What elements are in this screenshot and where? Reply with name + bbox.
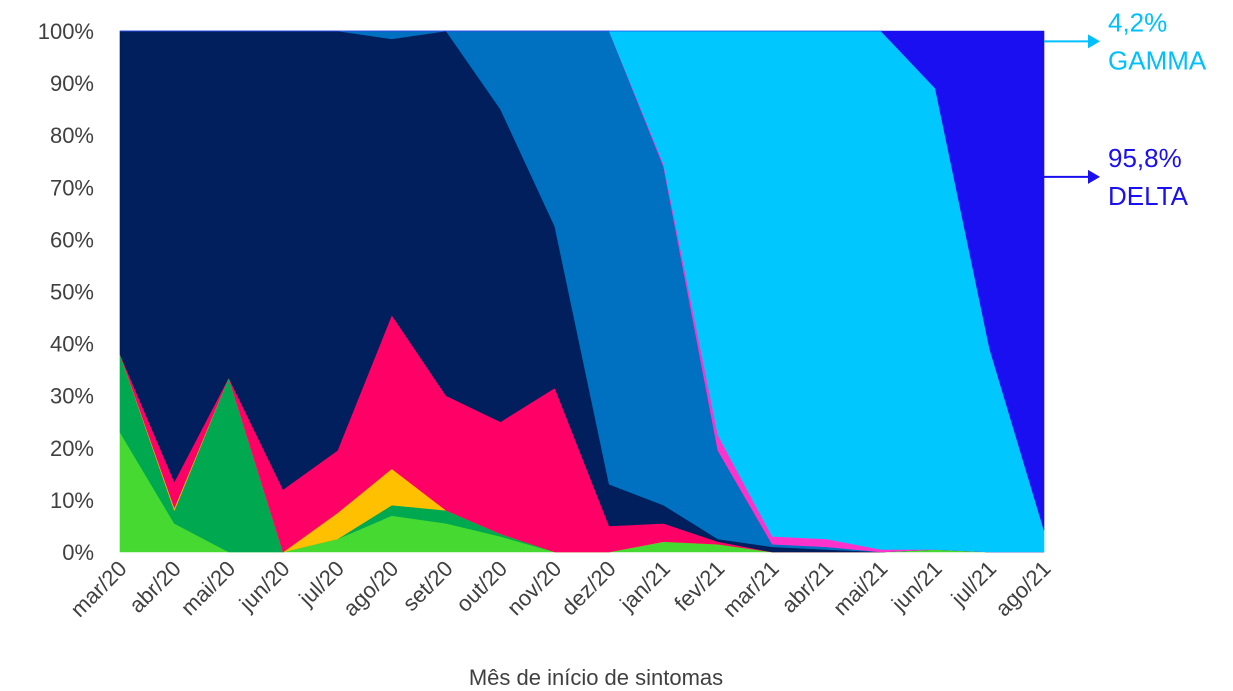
y-tick-label: 20% — [50, 436, 94, 461]
x-tick-label: abr/20 — [124, 556, 186, 618]
x-tick-label: dez/20 — [556, 556, 620, 620]
x-tick-label: nov/20 — [502, 556, 566, 620]
annotations-layer: 4,2% GAMMA 95,8% DELTA — [1044, 7, 1207, 211]
y-tick-label: 10% — [50, 488, 94, 513]
annotation-label: GAMMA — [1108, 45, 1207, 75]
y-tick-label: 50% — [50, 280, 94, 305]
y-tick-label: 90% — [50, 71, 94, 96]
annotation-label: DELTA — [1108, 181, 1189, 211]
y-tick-label: 0% — [62, 540, 94, 565]
annotation-arrowhead — [1088, 34, 1100, 49]
y-tick-label: 70% — [50, 175, 94, 200]
y-tick-label: 30% — [50, 384, 94, 409]
x-tick-label: abr/21 — [776, 556, 838, 618]
x-tick-label: ago/20 — [338, 556, 403, 621]
y-tick-label: 80% — [50, 123, 94, 148]
x-axis-title: Mês de início de sintomas — [469, 665, 723, 690]
annotation-value: 95,8% — [1108, 143, 1182, 173]
x-tick-label: jun/21 — [886, 556, 947, 617]
x-tick-label: ago/21 — [990, 556, 1055, 621]
x-tick-label: mar/21 — [718, 556, 784, 622]
areas-layer — [119, 30, 1045, 553]
x-tick-label: mai/21 — [828, 556, 892, 620]
x-tick-label: mar/20 — [65, 556, 131, 622]
y-tick-label: 40% — [50, 332, 94, 357]
x-tick-label: out/20 — [451, 556, 512, 617]
annotation-arrowhead — [1088, 169, 1100, 184]
area-series-9 — [120, 30, 1045, 531]
x-tick-label: jan/21 — [614, 556, 675, 617]
x-tick-label: jun/20 — [234, 556, 295, 617]
x-tick-label: mai/20 — [176, 556, 240, 620]
x-tick-label: set/20 — [398, 556, 458, 616]
y-tick-label: 60% — [50, 227, 94, 252]
annotation-value: 4,2% — [1108, 7, 1167, 37]
y-tick-label: 100% — [38, 19, 94, 44]
y-axis-ticks: 0% 10% 20% 30% 40% 50% 60% 70% 80% 90% 100% — [38, 19, 94, 565]
